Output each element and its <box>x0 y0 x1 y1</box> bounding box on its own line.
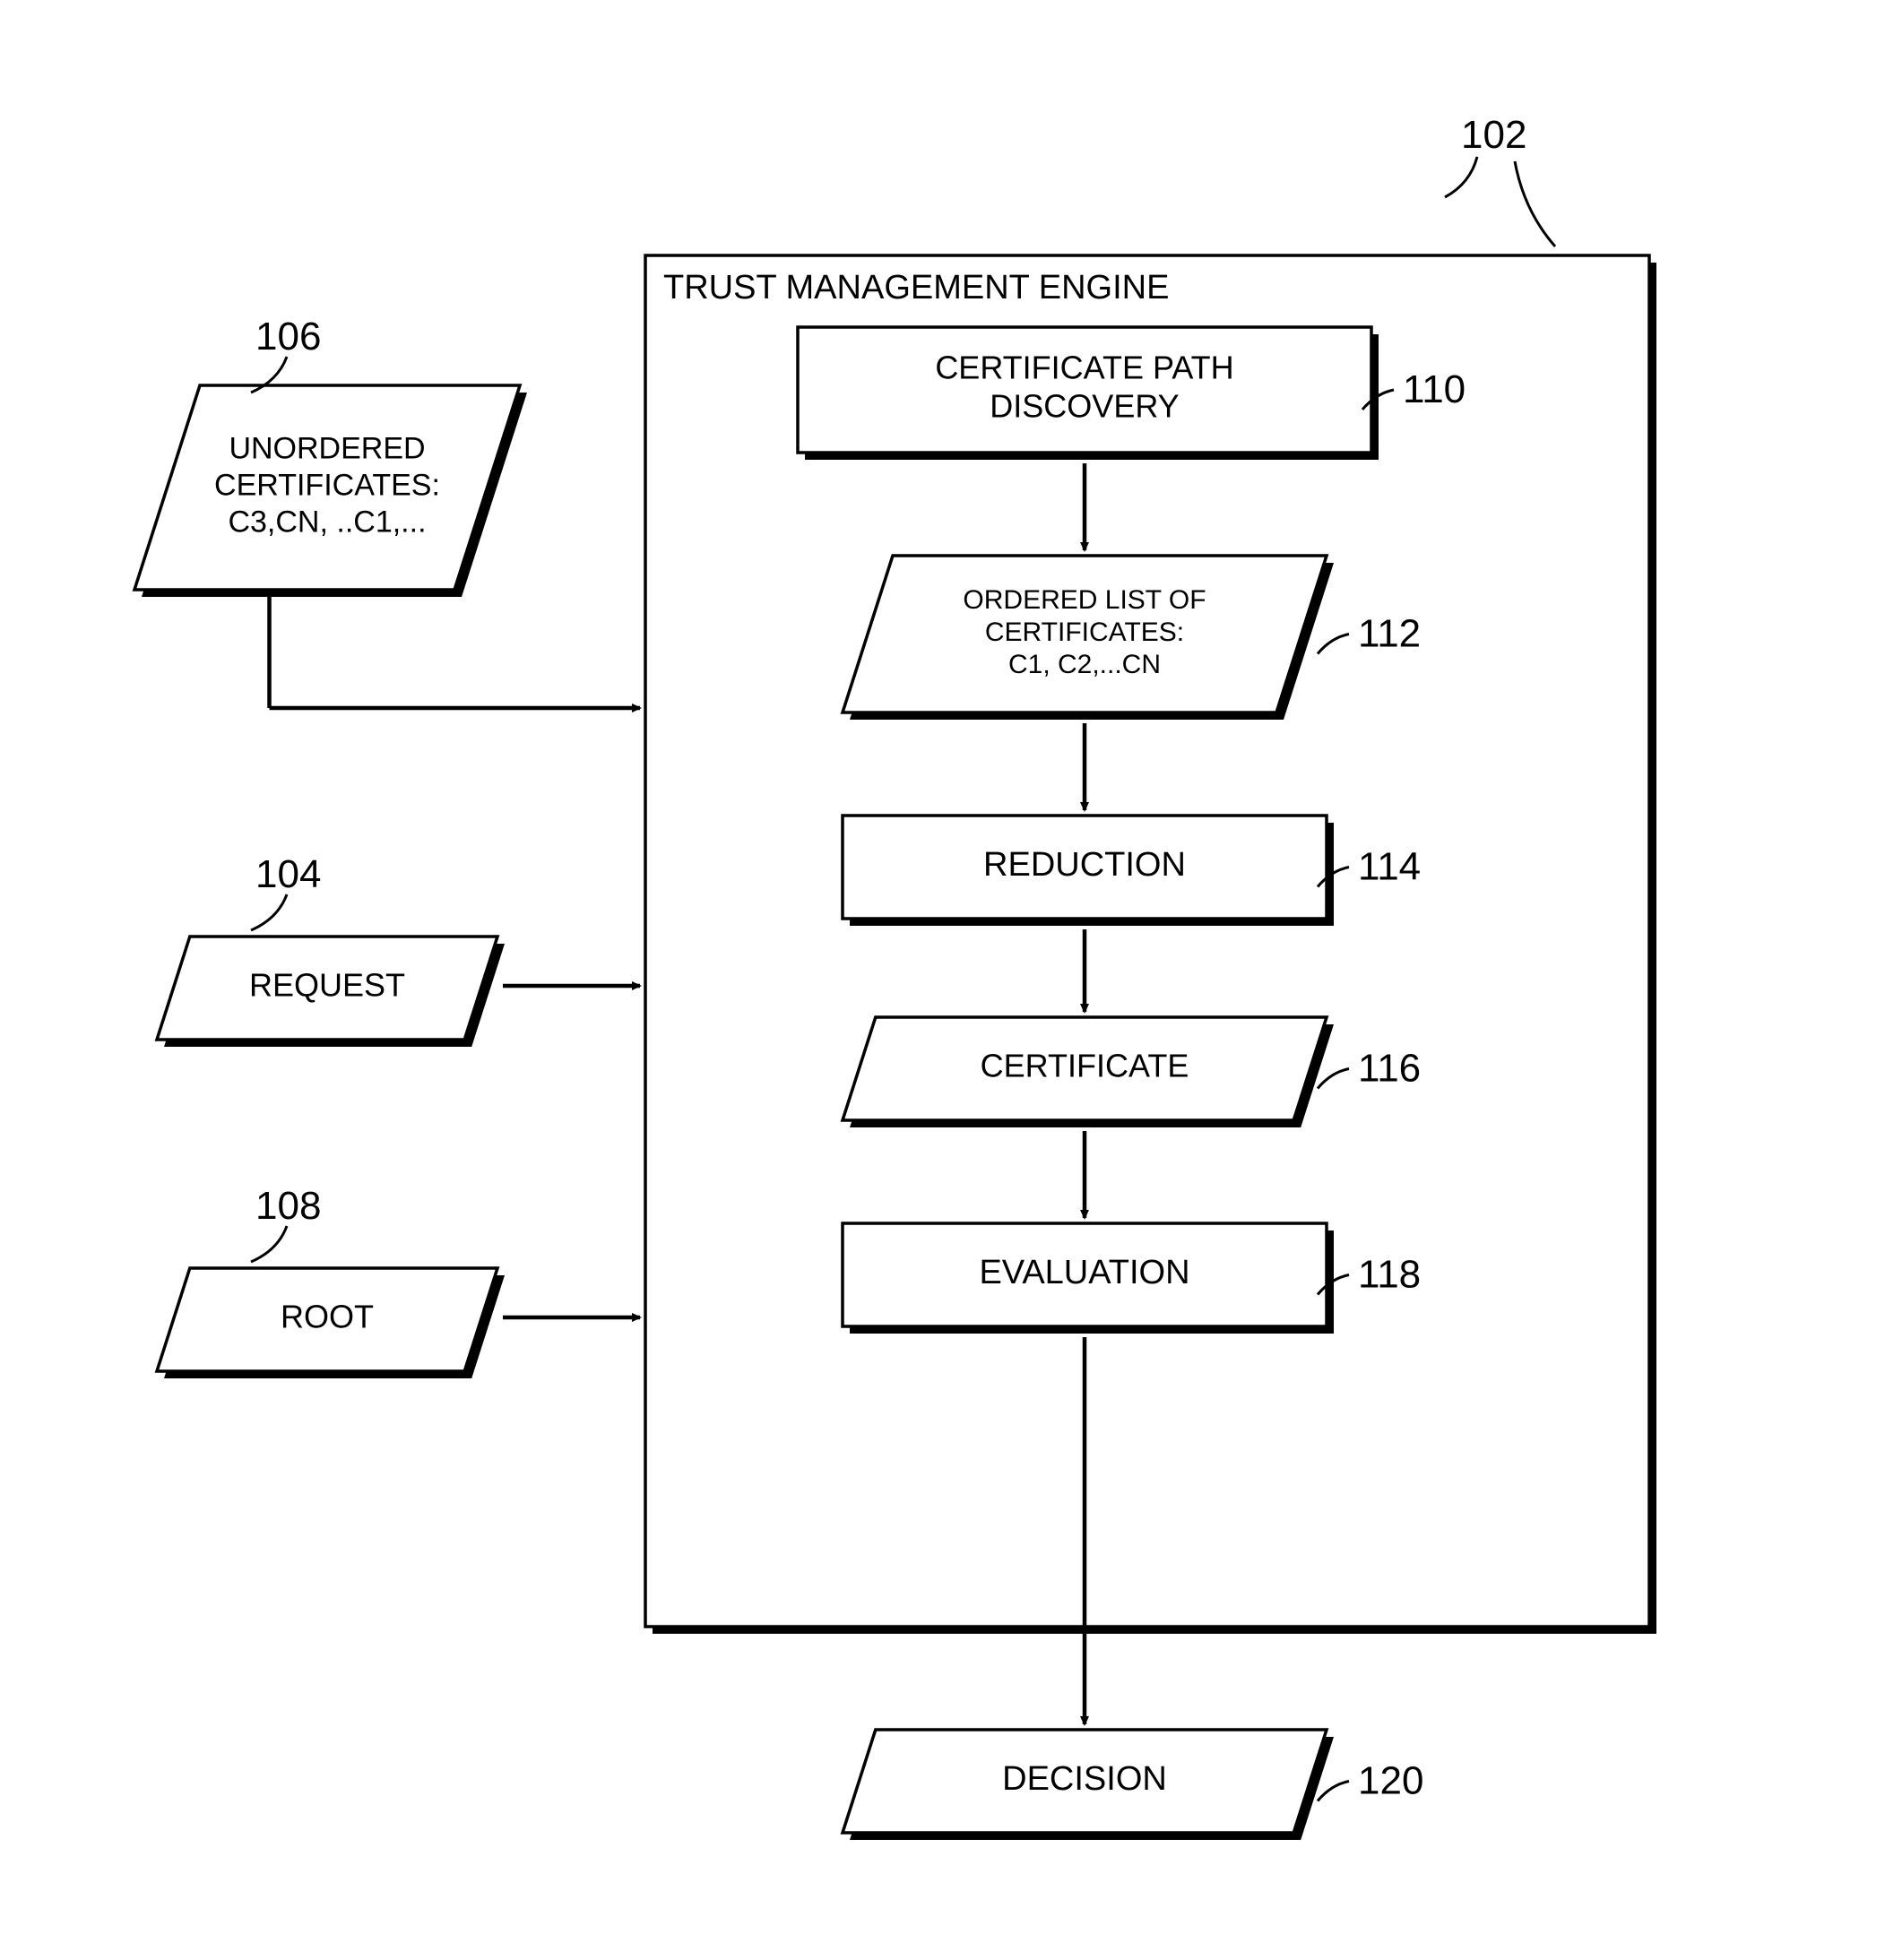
ref-104: 104 <box>255 852 321 896</box>
ref-118: 118 <box>1358 1253 1421 1297</box>
container-title: TRUST MANAGEMENT ENGINE <box>663 269 1169 307</box>
flow-ordered-text-0: ORDERED LIST OF <box>963 585 1206 615</box>
flow-discovery-text-1: DISCOVERY <box>990 388 1179 425</box>
flow-ordered-text-2: C1, C2,...CN <box>1008 650 1161 679</box>
ref-tick-104 <box>251 894 287 930</box>
flow-certificate-text-0: CERTIFICATE <box>981 1048 1189 1084</box>
flow-discovery-text-0: CERTIFICATE PATH <box>935 349 1233 385</box>
ref-tick-120 <box>1318 1782 1349 1801</box>
ref-106: 106 <box>255 315 321 358</box>
ref-102: 102 <box>1461 113 1526 157</box>
ref-110: 110 <box>1403 367 1466 411</box>
input-request-text-0: REQUEST <box>249 967 405 1004</box>
ref-114: 114 <box>1358 845 1421 889</box>
input-unordered-text-1: CERTIFICATES: <box>214 469 440 503</box>
flow-reduction-text-0: REDUCTION <box>983 846 1186 884</box>
ref-tick-102b <box>1515 161 1555 246</box>
flow-evaluation-text-0: EVALUATION <box>979 1254 1189 1291</box>
input-unordered-text-0: UNORDERED <box>229 432 425 466</box>
input-unordered-text-2: C3,CN, ..C1,... <box>228 505 426 539</box>
input-root-text-0: ROOT <box>281 1299 374 1335</box>
flow-ordered-text-1: CERTIFICATES: <box>985 617 1184 647</box>
ref-tick-108 <box>251 1226 287 1262</box>
ref-120: 120 <box>1358 1759 1423 1803</box>
ref-116: 116 <box>1358 1047 1421 1091</box>
output-decision-text-0: DECISION <box>1002 1760 1167 1798</box>
ref-112: 112 <box>1358 612 1421 656</box>
ref-tick-102 <box>1445 157 1477 197</box>
ref-108: 108 <box>255 1184 321 1228</box>
container <box>645 255 1649 1627</box>
